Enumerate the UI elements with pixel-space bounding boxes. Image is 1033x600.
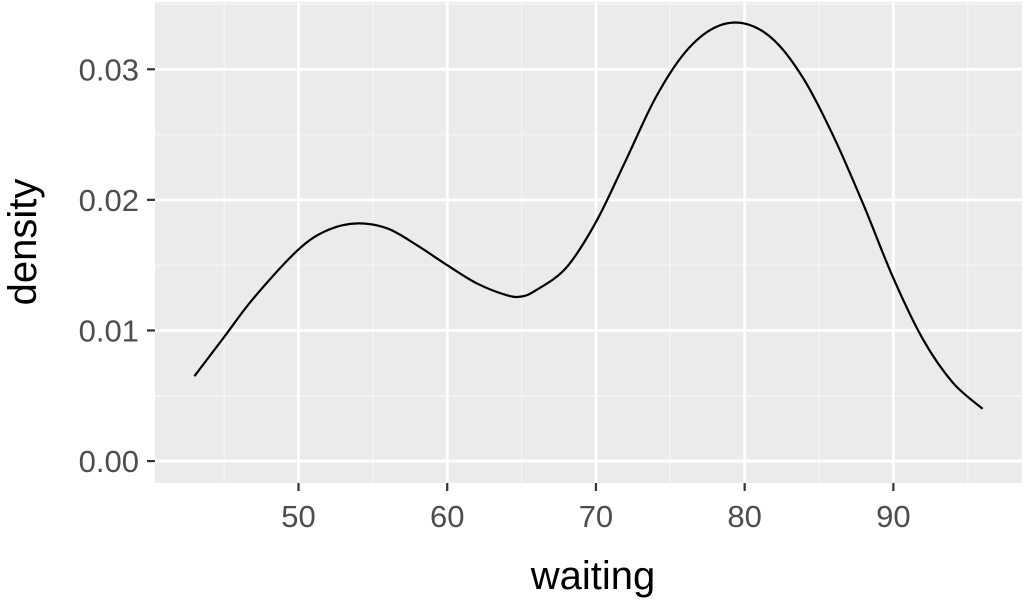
x-tick-label: 60 <box>430 499 464 534</box>
y-tick-label: 0.02 <box>79 183 139 218</box>
density-line <box>193 21 984 410</box>
major-gridlines <box>155 2 1022 483</box>
x-axis-title: waiting <box>530 554 656 598</box>
y-tick-label: 0.03 <box>79 52 139 87</box>
x-axis: 50 60 70 80 90 <box>281 483 911 534</box>
y-tick-label: 0.00 <box>79 444 139 479</box>
y-tick-label: 0.01 <box>79 313 139 348</box>
y-axis-title: density <box>1 179 45 306</box>
plot-panel <box>155 2 1022 483</box>
y-axis: 0.00 0.01 0.02 0.03 <box>79 52 155 479</box>
x-tick-label: 80 <box>727 499 761 534</box>
x-tick-label: 90 <box>876 499 910 534</box>
x-tick-label: 50 <box>281 499 315 534</box>
x-tick-label: 70 <box>579 499 613 534</box>
